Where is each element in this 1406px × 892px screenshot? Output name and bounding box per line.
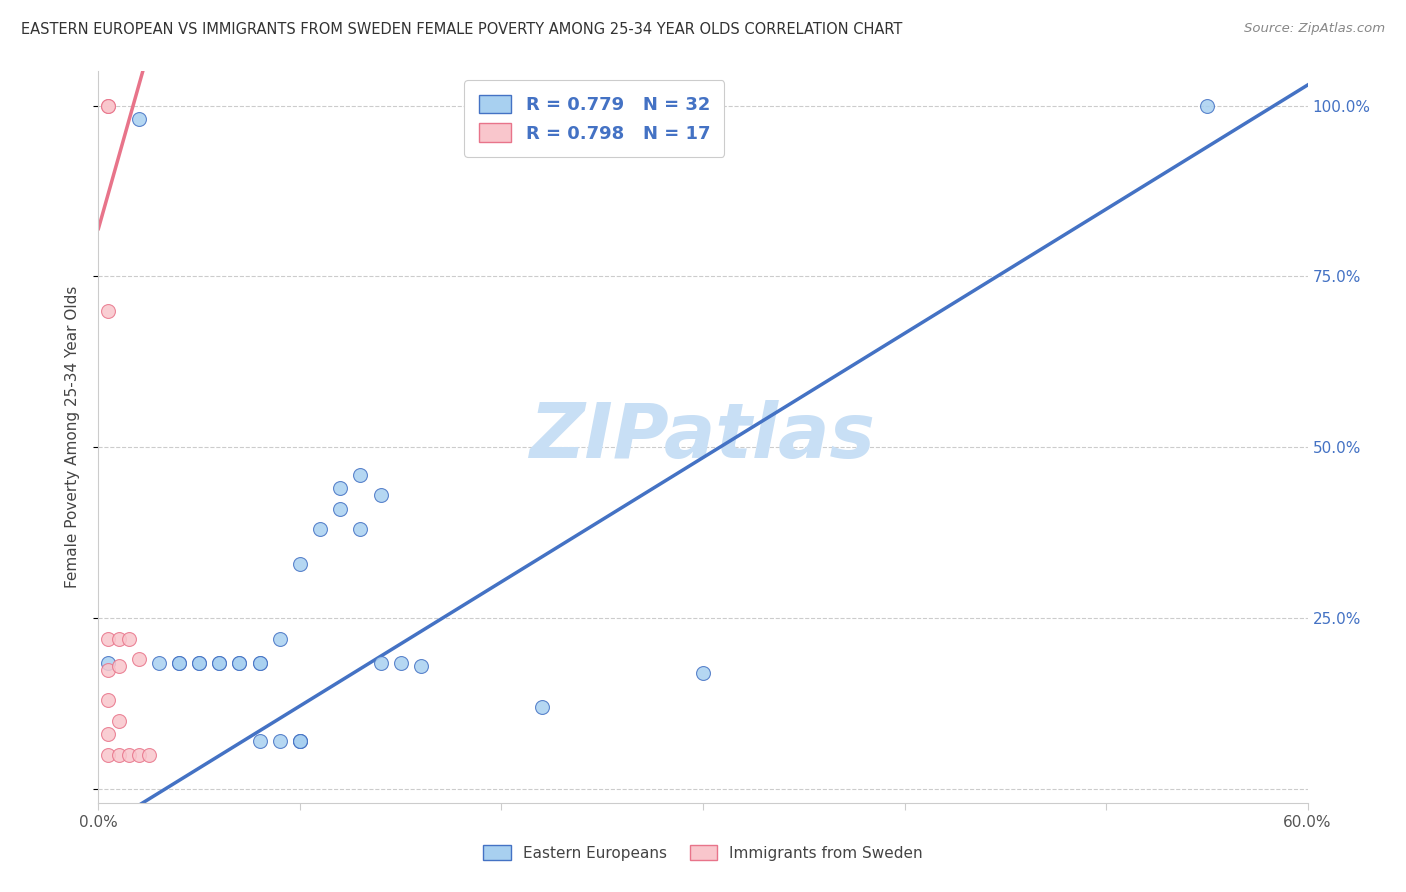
- Point: [349, 467, 371, 482]
- Point: [138, 747, 160, 762]
- Point: [1195, 98, 1218, 112]
- Point: [97, 656, 120, 670]
- Point: [288, 734, 311, 748]
- Point: [208, 656, 231, 670]
- Point: [97, 632, 120, 646]
- Point: [118, 632, 141, 646]
- Point: [409, 659, 432, 673]
- Point: [107, 659, 129, 673]
- Point: [269, 734, 291, 748]
- Point: [128, 112, 150, 127]
- Point: [97, 98, 120, 112]
- Point: [329, 481, 352, 495]
- Point: [167, 656, 190, 670]
- Point: [107, 632, 129, 646]
- Text: ZIPatlas: ZIPatlas: [530, 401, 876, 474]
- Point: [288, 734, 311, 748]
- Point: [97, 693, 120, 707]
- Y-axis label: Female Poverty Among 25-34 Year Olds: Female Poverty Among 25-34 Year Olds: [65, 286, 80, 588]
- Point: [148, 656, 170, 670]
- Point: [128, 747, 150, 762]
- Legend: Eastern Europeans, Immigrants from Sweden: Eastern Europeans, Immigrants from Swede…: [475, 837, 931, 868]
- Point: [370, 488, 392, 502]
- Point: [97, 747, 120, 762]
- Point: [188, 656, 211, 670]
- Point: [249, 656, 271, 670]
- Point: [228, 656, 250, 670]
- Point: [249, 734, 271, 748]
- Point: [188, 656, 211, 670]
- Point: [118, 747, 141, 762]
- Point: [97, 303, 120, 318]
- Point: [107, 714, 129, 728]
- Point: [692, 665, 714, 680]
- Point: [329, 501, 352, 516]
- Point: [107, 747, 129, 762]
- Point: [309, 522, 332, 536]
- Point: [228, 656, 250, 670]
- Point: [349, 522, 371, 536]
- Point: [530, 700, 553, 714]
- Point: [208, 656, 231, 670]
- Text: Source: ZipAtlas.com: Source: ZipAtlas.com: [1244, 22, 1385, 36]
- Point: [389, 656, 412, 670]
- Point: [288, 557, 311, 571]
- Point: [128, 652, 150, 666]
- Point: [370, 656, 392, 670]
- Point: [97, 727, 120, 741]
- Point: [167, 656, 190, 670]
- Point: [97, 98, 120, 112]
- Point: [249, 656, 271, 670]
- Text: EASTERN EUROPEAN VS IMMIGRANTS FROM SWEDEN FEMALE POVERTY AMONG 25-34 YEAR OLDS : EASTERN EUROPEAN VS IMMIGRANTS FROM SWED…: [21, 22, 903, 37]
- Point: [97, 663, 120, 677]
- Point: [269, 632, 291, 646]
- Point: [288, 734, 311, 748]
